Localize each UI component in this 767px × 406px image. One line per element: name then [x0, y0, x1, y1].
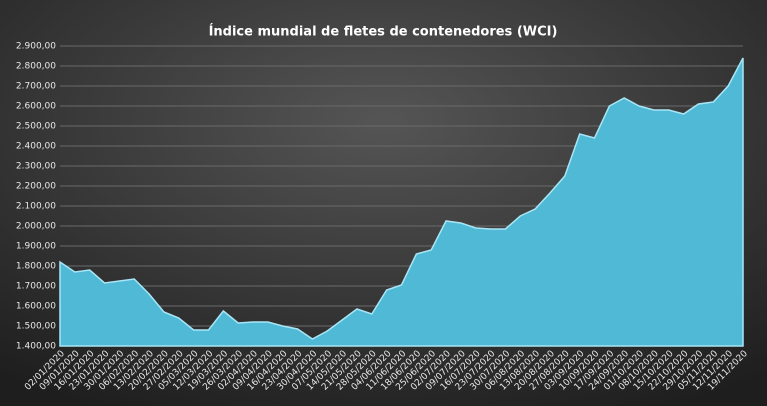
- y-tick-label: 1.400,00: [16, 342, 56, 352]
- y-tick-label: 1.900,00: [16, 242, 56, 252]
- y-tick-label: 1.800,00: [16, 262, 56, 272]
- y-tick-label: 2.800,00: [16, 62, 56, 72]
- y-tick-label: 2.600,00: [16, 102, 56, 112]
- y-tick-label: 2.000,00: [16, 222, 56, 232]
- y-tick-label: 2.100,00: [16, 202, 56, 212]
- y-tick-label: 2.400,00: [16, 142, 56, 152]
- area: [59, 57, 744, 347]
- y-tick-label: 1.500,00: [16, 322, 56, 332]
- y-tick-label: 2.700,00: [16, 82, 56, 92]
- y-tick-label: 2.200,00: [16, 182, 56, 192]
- y-tick-label: 1.600,00: [16, 302, 56, 312]
- y-tick-label: 2.500,00: [16, 122, 56, 132]
- y-tick-label: 2.300,00: [16, 162, 56, 172]
- chart-title: Índice mundial de fletes de contenedores…: [209, 24, 558, 40]
- y-tick-label: 2.900,00: [16, 42, 56, 52]
- y-tick-label: 1.700,00: [16, 282, 56, 292]
